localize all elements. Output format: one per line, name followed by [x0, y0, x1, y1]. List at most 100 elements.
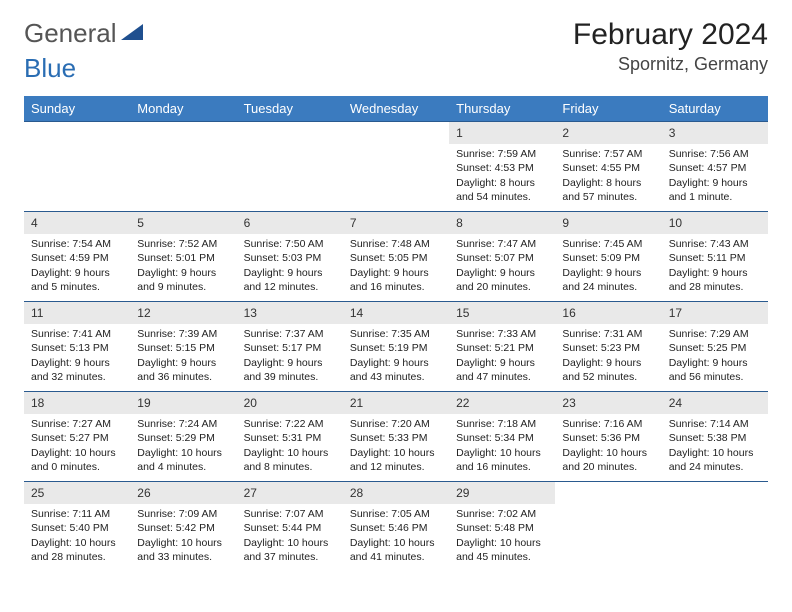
day-number: 20	[237, 392, 343, 414]
sunrise-line: Sunrise: 7:29 AM	[669, 327, 761, 341]
day-number: 5	[130, 212, 236, 234]
calendar-cell: 24Sunrise: 7:14 AMSunset: 5:38 PMDayligh…	[662, 392, 768, 482]
calendar-cell-empty	[24, 122, 130, 212]
day-number: 11	[24, 302, 130, 324]
calendar-cell: 22Sunrise: 7:18 AMSunset: 5:34 PMDayligh…	[449, 392, 555, 482]
calendar-cell: 15Sunrise: 7:33 AMSunset: 5:21 PMDayligh…	[449, 302, 555, 392]
sunset-line: Sunset: 4:59 PM	[31, 251, 123, 265]
day-number: 21	[343, 392, 449, 414]
day-number: 22	[449, 392, 555, 414]
daylight-line: Daylight: 10 hours and 28 minutes.	[31, 536, 123, 564]
daylight-line: Daylight: 10 hours and 41 minutes.	[350, 536, 442, 564]
sunrise-line: Sunrise: 7:09 AM	[137, 507, 229, 521]
calendar-cell: 20Sunrise: 7:22 AMSunset: 5:31 PMDayligh…	[237, 392, 343, 482]
sunset-line: Sunset: 5:03 PM	[244, 251, 336, 265]
day-details: Sunrise: 7:02 AMSunset: 5:48 PMDaylight:…	[449, 504, 555, 569]
sunrise-line: Sunrise: 7:22 AM	[244, 417, 336, 431]
day-number: 16	[555, 302, 661, 324]
day-details: Sunrise: 7:56 AMSunset: 4:57 PMDaylight:…	[662, 144, 768, 209]
daylight-line: Daylight: 10 hours and 45 minutes.	[456, 536, 548, 564]
sunrise-line: Sunrise: 7:56 AM	[669, 147, 761, 161]
day-details: Sunrise: 7:57 AMSunset: 4:55 PMDaylight:…	[555, 144, 661, 209]
sunrise-line: Sunrise: 7:31 AM	[562, 327, 654, 341]
page-title: February 2024	[573, 18, 768, 52]
daylight-line: Daylight: 10 hours and 0 minutes.	[31, 446, 123, 474]
brand-logo: General	[24, 18, 143, 49]
sunset-line: Sunset: 5:21 PM	[456, 341, 548, 355]
sunset-line: Sunset: 5:34 PM	[456, 431, 548, 445]
day-details: Sunrise: 7:20 AMSunset: 5:33 PMDaylight:…	[343, 414, 449, 479]
day-number: 6	[237, 212, 343, 234]
calendar-cell-empty	[555, 482, 661, 572]
day-details: Sunrise: 7:52 AMSunset: 5:01 PMDaylight:…	[130, 234, 236, 299]
day-number: 28	[343, 482, 449, 504]
sunset-line: Sunset: 5:48 PM	[456, 521, 548, 535]
sunset-line: Sunset: 5:09 PM	[562, 251, 654, 265]
daylight-line: Daylight: 9 hours and 56 minutes.	[669, 356, 761, 384]
day-number: 4	[24, 212, 130, 234]
sunrise-line: Sunrise: 7:59 AM	[456, 147, 548, 161]
calendar-cell: 7Sunrise: 7:48 AMSunset: 5:05 PMDaylight…	[343, 212, 449, 302]
day-number: 10	[662, 212, 768, 234]
calendar-table: SundayMondayTuesdayWednesdayThursdayFrid…	[24, 96, 768, 572]
weekday-header: Sunday	[24, 96, 130, 122]
sunrise-line: Sunrise: 7:43 AM	[669, 237, 761, 251]
sunrise-line: Sunrise: 7:24 AM	[137, 417, 229, 431]
sunrise-line: Sunrise: 7:57 AM	[562, 147, 654, 161]
calendar-cell: 14Sunrise: 7:35 AMSunset: 5:19 PMDayligh…	[343, 302, 449, 392]
day-details: Sunrise: 7:48 AMSunset: 5:05 PMDaylight:…	[343, 234, 449, 299]
day-details: Sunrise: 7:37 AMSunset: 5:17 PMDaylight:…	[237, 324, 343, 389]
day-number: 12	[130, 302, 236, 324]
day-number: 2	[555, 122, 661, 144]
sunset-line: Sunset: 5:31 PM	[244, 431, 336, 445]
title-block: February 2024 Spornitz, Germany	[573, 18, 768, 75]
day-details: Sunrise: 7:54 AMSunset: 4:59 PMDaylight:…	[24, 234, 130, 299]
day-number: 23	[555, 392, 661, 414]
sunrise-line: Sunrise: 7:07 AM	[244, 507, 336, 521]
daylight-line: Daylight: 9 hours and 52 minutes.	[562, 356, 654, 384]
day-number: 17	[662, 302, 768, 324]
sunrise-line: Sunrise: 7:33 AM	[456, 327, 548, 341]
day-number: 24	[662, 392, 768, 414]
sunset-line: Sunset: 5:25 PM	[669, 341, 761, 355]
day-number: 9	[555, 212, 661, 234]
daylight-line: Daylight: 9 hours and 5 minutes.	[31, 266, 123, 294]
sunset-line: Sunset: 5:38 PM	[669, 431, 761, 445]
daylight-line: Daylight: 10 hours and 12 minutes.	[350, 446, 442, 474]
day-details: Sunrise: 7:22 AMSunset: 5:31 PMDaylight:…	[237, 414, 343, 479]
day-details: Sunrise: 7:14 AMSunset: 5:38 PMDaylight:…	[662, 414, 768, 479]
day-details: Sunrise: 7:41 AMSunset: 5:13 PMDaylight:…	[24, 324, 130, 389]
calendar-cell-empty	[343, 122, 449, 212]
sunrise-line: Sunrise: 7:39 AM	[137, 327, 229, 341]
day-details: Sunrise: 7:07 AMSunset: 5:44 PMDaylight:…	[237, 504, 343, 569]
calendar-cell: 11Sunrise: 7:41 AMSunset: 5:13 PMDayligh…	[24, 302, 130, 392]
daylight-line: Daylight: 9 hours and 36 minutes.	[137, 356, 229, 384]
sunrise-line: Sunrise: 7:48 AM	[350, 237, 442, 251]
day-details: Sunrise: 7:59 AMSunset: 4:53 PMDaylight:…	[449, 144, 555, 209]
sunset-line: Sunset: 5:29 PM	[137, 431, 229, 445]
day-details: Sunrise: 7:35 AMSunset: 5:19 PMDaylight:…	[343, 324, 449, 389]
sunset-line: Sunset: 5:44 PM	[244, 521, 336, 535]
day-number: 13	[237, 302, 343, 324]
calendar-cell-empty	[130, 122, 236, 212]
day-details: Sunrise: 7:29 AMSunset: 5:25 PMDaylight:…	[662, 324, 768, 389]
daylight-line: Daylight: 9 hours and 16 minutes.	[350, 266, 442, 294]
sunrise-line: Sunrise: 7:27 AM	[31, 417, 123, 431]
calendar-cell: 26Sunrise: 7:09 AMSunset: 5:42 PMDayligh…	[130, 482, 236, 572]
calendar-cell: 21Sunrise: 7:20 AMSunset: 5:33 PMDayligh…	[343, 392, 449, 482]
day-details: Sunrise: 7:05 AMSunset: 5:46 PMDaylight:…	[343, 504, 449, 569]
sunset-line: Sunset: 4:53 PM	[456, 161, 548, 175]
calendar-cell: 17Sunrise: 7:29 AMSunset: 5:25 PMDayligh…	[662, 302, 768, 392]
daylight-line: Daylight: 9 hours and 12 minutes.	[244, 266, 336, 294]
weekday-header: Saturday	[662, 96, 768, 122]
calendar-cell: 25Sunrise: 7:11 AMSunset: 5:40 PMDayligh…	[24, 482, 130, 572]
sunset-line: Sunset: 4:57 PM	[669, 161, 761, 175]
day-number: 19	[130, 392, 236, 414]
day-number: 1	[449, 122, 555, 144]
day-number: 8	[449, 212, 555, 234]
daylight-line: Daylight: 9 hours and 20 minutes.	[456, 266, 548, 294]
daylight-line: Daylight: 9 hours and 32 minutes.	[31, 356, 123, 384]
sunrise-line: Sunrise: 7:54 AM	[31, 237, 123, 251]
sunrise-line: Sunrise: 7:02 AM	[456, 507, 548, 521]
day-details: Sunrise: 7:31 AMSunset: 5:23 PMDaylight:…	[555, 324, 661, 389]
